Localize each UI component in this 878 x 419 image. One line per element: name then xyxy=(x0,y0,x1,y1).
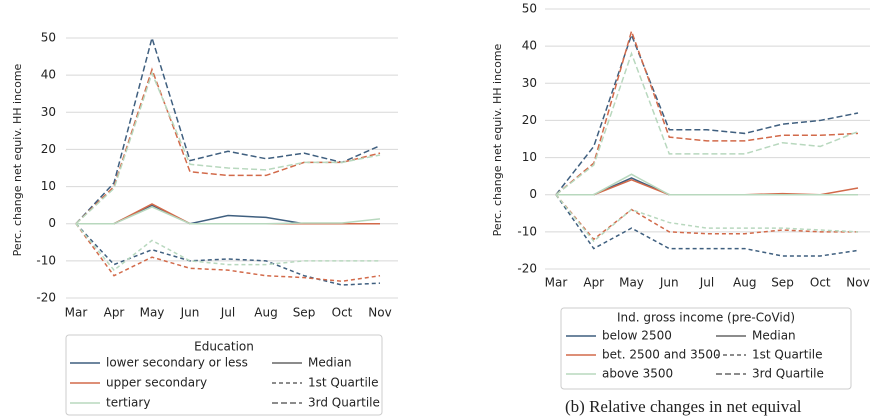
x-tick-label: Mar xyxy=(545,276,568,290)
x-tick-label: Oct xyxy=(332,306,353,320)
series-line xyxy=(75,71,381,225)
series-line xyxy=(75,223,381,283)
y-tick-label: -10 xyxy=(36,253,56,267)
y-tick-label: 10 xyxy=(41,179,56,193)
series-line xyxy=(75,67,381,225)
legend-title: Education xyxy=(194,340,254,354)
series-line xyxy=(555,28,859,196)
y-tick-label: -20 xyxy=(517,262,537,276)
y-tick-label: 0 xyxy=(48,216,56,230)
legend-label: below 2500 xyxy=(602,329,672,343)
y-tick-label: 20 xyxy=(522,113,537,127)
x-tick-label: May xyxy=(140,306,165,320)
x-tick-label: Nov xyxy=(846,276,869,290)
legend-label: Median xyxy=(308,356,352,370)
series-line xyxy=(556,179,859,196)
series-line xyxy=(555,194,859,243)
x-tick-label: Apr xyxy=(583,276,604,290)
y-axis-label: Perc. change net equiv. HH income xyxy=(491,43,504,236)
series-line xyxy=(555,32,859,196)
y-axis-label: Perc. change net equiv. HH income xyxy=(11,63,24,256)
legend-label: bet. 2500 and 3500 xyxy=(602,348,721,362)
y-tick-label: 40 xyxy=(522,39,537,53)
y-tick-label: 20 xyxy=(41,142,56,156)
x-tick-label: Aug xyxy=(254,306,277,320)
y-tick-label: 50 xyxy=(41,31,56,45)
x-tick-label: Jul xyxy=(699,276,714,290)
x-tick-label: Sep xyxy=(771,276,794,290)
series-line xyxy=(555,51,859,196)
series-line xyxy=(75,223,381,286)
y-tick-label: 40 xyxy=(41,68,56,82)
y-tick-label: 30 xyxy=(522,76,537,90)
y-tick-label: 10 xyxy=(522,150,537,164)
x-tick-label: Jun xyxy=(180,306,200,320)
x-tick-label: Oct xyxy=(810,276,831,290)
legend-label: 3rd Quartile xyxy=(308,396,380,410)
series-line xyxy=(76,206,381,225)
legend-label: 1st Quartile xyxy=(752,348,823,362)
x-tick-label: Nov xyxy=(368,306,391,320)
legend-label: tertiary xyxy=(106,396,150,410)
y-tick-label: -20 xyxy=(36,291,56,305)
series-line xyxy=(555,194,858,241)
legend-title: Ind. gross income (pre-CoVid) xyxy=(617,311,795,325)
series-line xyxy=(555,194,859,257)
legend-box xyxy=(560,307,852,390)
x-tick-label: Sep xyxy=(293,306,316,320)
x-tick-label: Apr xyxy=(104,306,125,320)
legend-label: 3rd Quartile xyxy=(752,367,824,381)
y-tick-label: -10 xyxy=(517,224,537,238)
legend-label: above 3500 xyxy=(602,367,673,381)
x-tick-label: Jul xyxy=(220,306,235,320)
caption: (b) Relative changes in net equival xyxy=(565,397,802,416)
y-tick-label: 0 xyxy=(529,187,537,201)
legend-label: Median xyxy=(752,329,796,343)
legend-label: lower secondary or less xyxy=(106,356,248,370)
y-tick-label: 30 xyxy=(41,105,56,119)
series-line xyxy=(75,35,381,225)
x-tick-label: Mar xyxy=(65,306,88,320)
y-tick-label: 50 xyxy=(522,2,537,16)
legend-box xyxy=(65,334,383,416)
x-tick-label: May xyxy=(619,276,644,290)
legend-label: 1st Quartile xyxy=(308,376,379,390)
series-line xyxy=(556,173,858,196)
x-tick-label: Aug xyxy=(733,276,756,290)
x-tick-label: Jun xyxy=(659,276,679,290)
series-line xyxy=(75,223,380,272)
legend-label: upper secondary xyxy=(106,376,207,390)
